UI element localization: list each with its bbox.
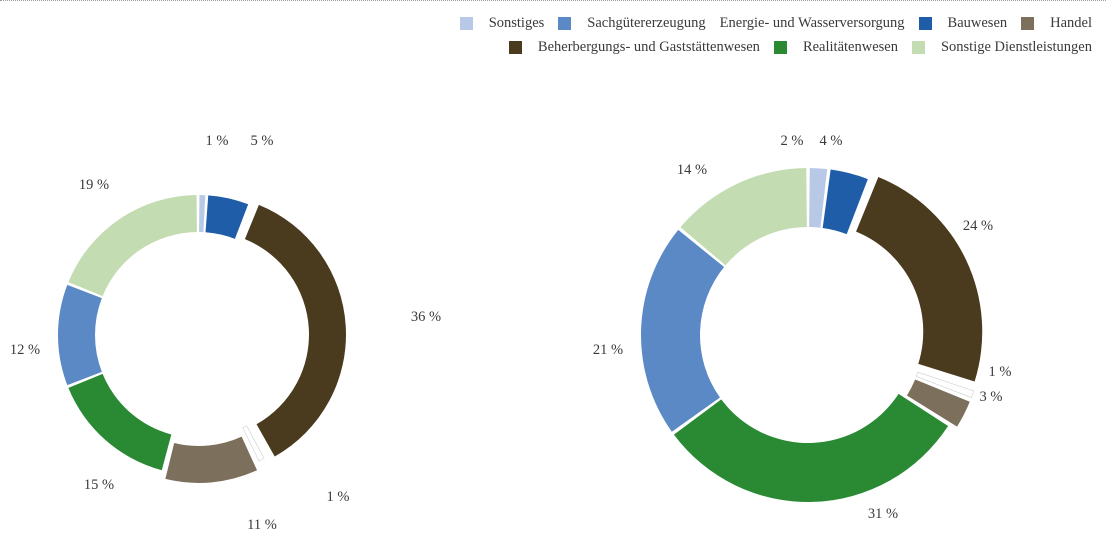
legend-swatch-sonstige-dienstleistungen xyxy=(911,40,925,54)
donut-2-label-3: 1 % xyxy=(989,364,1012,380)
donut-1-label-1: 5 % xyxy=(251,133,274,149)
donut-2-slice-energie-und-wasserversorgung xyxy=(915,371,975,398)
donut-2-label-6: 21 % xyxy=(593,342,623,358)
legend-label-handel: Handel xyxy=(1050,15,1092,31)
donut-1-slice-energie-und-wasserversorgung xyxy=(242,425,265,462)
legend-item-sonstiges: Sonstiges xyxy=(459,14,545,32)
donut-2-label-0: 2 % xyxy=(781,133,804,149)
donut-1-label-4: 11 % xyxy=(247,517,277,533)
legend-item-beherbergung: Beherbergungs- und Gaststättenwesen xyxy=(508,38,760,56)
legend-swatch-beherbergung xyxy=(508,40,522,54)
legend-item-bauwesen: Bauwesen xyxy=(918,14,1008,32)
legend-label-realitaetenwesen: Realitätenwesen xyxy=(802,39,898,55)
legend-swatch-realitaetenwesen xyxy=(773,40,787,54)
donut-2-label-2: 24 % xyxy=(963,218,993,234)
legend-label-beherbergung: Beherbergungs- und Gaststättenwesen xyxy=(537,39,760,55)
donut-1-label-7: 19 % xyxy=(79,177,109,193)
donut-1-slice-beherbergungs-und-gaststättenwesen xyxy=(244,204,346,457)
legend-swatch-sonstiges xyxy=(459,16,473,30)
donut-1-slice-bauwesen xyxy=(205,195,249,239)
donut-2-label-5: 31 % xyxy=(868,506,898,522)
donut-2-slice-beherbergungs-und-gaststättenwesen xyxy=(856,176,983,382)
donut-2-label-7: 14 % xyxy=(677,162,707,178)
legend-swatch-bauwesen xyxy=(918,16,932,30)
chart-legend: Sonstiges Sachgütererzeugung Energie- un… xyxy=(332,14,1092,56)
legend-swatch-sachguetererzeugung xyxy=(558,16,572,30)
legend-swatch-handel xyxy=(1021,16,1035,30)
donut-1-slice-sonstiges xyxy=(199,195,206,233)
donut-1-slice-realitätenwesen xyxy=(68,373,172,471)
legend-item-realitaetenwesen: Realitätenwesen xyxy=(773,38,898,56)
donut-2-slice-sonstiges xyxy=(809,168,828,228)
legend-item-handel: Handel xyxy=(1021,14,1092,32)
donut-1-label-0: 1 % xyxy=(206,133,229,149)
legend-label-energie: Energie- und Wasserversorgung xyxy=(719,15,905,31)
donut-2-slice-realitätenwesen xyxy=(673,393,949,503)
donut-1-label-6: 12 % xyxy=(10,342,40,358)
donut-2-slice-sonstige-dienstleistungen xyxy=(680,168,807,266)
donut-1-slice-handel xyxy=(165,436,258,483)
donut-2-slice-bauwesen xyxy=(822,169,868,235)
legend-label-sonstiges: Sonstiges xyxy=(488,15,545,31)
legend-item-energie: Energie- und Wasserversorgung xyxy=(720,14,905,32)
donut-2-slice-handel xyxy=(906,379,970,427)
top-dotted-rule xyxy=(0,0,1106,1)
donut-2-label-4: 3 % xyxy=(980,389,1003,405)
legend-label-sonstige-dienstleistungen: Sonstige Dienstleistungen xyxy=(940,39,1092,55)
donut-1-label-5: 15 % xyxy=(84,477,114,493)
donut-1-slice-sonstige-dienstleistungen xyxy=(68,195,197,297)
donut-1-label-3: 1 % xyxy=(327,489,350,505)
legend-item-sachguetererzeugung: Sachgütererzeugung xyxy=(558,14,706,32)
legend-label-sachguetererzeugung: Sachgütererzeugung xyxy=(587,15,706,31)
legend-label-bauwesen: Bauwesen xyxy=(947,15,1008,31)
donut-2-slice-sachgütererzeugung xyxy=(641,229,725,432)
donut-1-label-2: 36 % xyxy=(411,309,441,325)
legend-item-sonstige-dienstleistungen: Sonstige Dienstleistungen xyxy=(911,38,1092,56)
donut-2-label-1: 4 % xyxy=(820,133,843,149)
donut-1-slice-sachgütererzeugung xyxy=(57,284,102,386)
